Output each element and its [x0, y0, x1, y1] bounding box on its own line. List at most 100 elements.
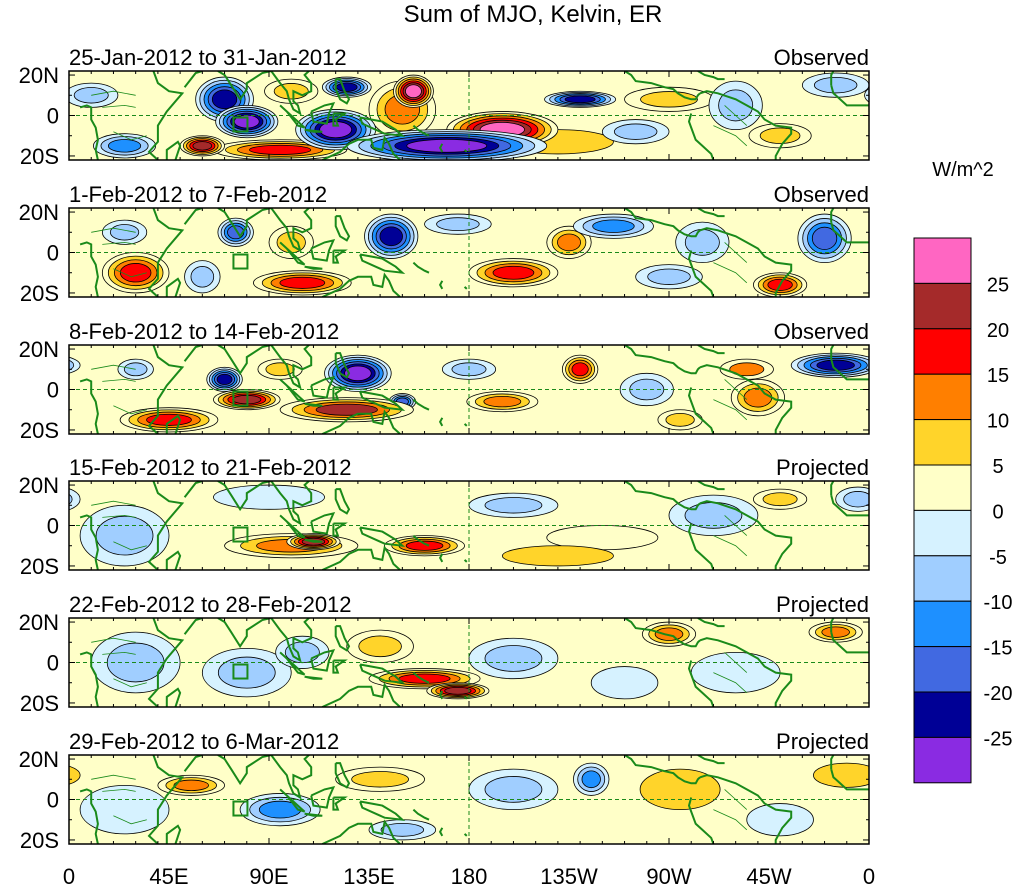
contour-mark [729, 362, 765, 377]
country-border [113, 815, 147, 825]
contour-mark [759, 127, 801, 144]
coastline [412, 808, 430, 821]
contour-mark [647, 268, 691, 285]
coastline [697, 755, 725, 765]
contour-mark [315, 403, 378, 416]
contour-mark [690, 651, 781, 694]
coastline [304, 128, 323, 133]
contour-mark [109, 224, 140, 241]
panel-status: Projected [776, 729, 869, 754]
colorbar-swatch [913, 509, 972, 557]
coastline [699, 227, 793, 297]
contour-mark [613, 123, 658, 140]
contour-mark [821, 626, 850, 638]
coastline [217, 208, 272, 239]
coastline [165, 277, 182, 297]
contour-mark [279, 276, 326, 289]
coastline [359, 116, 406, 138]
panel-plot-area [69, 208, 869, 297]
coastline [687, 387, 715, 434]
colorbar-label: 0 [992, 501, 1003, 523]
coastline [279, 514, 306, 539]
country-border [102, 788, 136, 792]
contour-mark [484, 645, 543, 672]
colorbar-swatch [913, 237, 972, 284]
colorbar-label: 5 [992, 456, 1003, 478]
coastline [438, 280, 444, 290]
contour-mark [564, 95, 596, 104]
coastline [830, 208, 835, 223]
y-tick-label: 0 [47, 378, 59, 403]
colorbar-swatch [913, 646, 972, 693]
country-border [713, 399, 748, 421]
chart-title: Sum of MJO, Kelvin, ER [404, 1, 663, 28]
x-tick-label: 90E [249, 864, 288, 889]
colorbar-swatch [913, 736, 972, 784]
country-border [113, 405, 147, 415]
coastline [304, 812, 323, 817]
y-tick-label: 0 [47, 104, 59, 129]
contour-mark [379, 226, 403, 247]
y-tick-label: 0 [47, 651, 59, 676]
x-tick-label: 0 [63, 864, 75, 889]
contour-mark [501, 545, 614, 567]
panel-status: Projected [776, 592, 869, 617]
coastline [321, 272, 401, 297]
coastline [332, 659, 348, 674]
colorbar-swatch [913, 419, 972, 466]
colorbar-label: 20 [987, 320, 1009, 342]
colorbar-label: -5 [989, 547, 1007, 569]
colorbar-swatch [913, 600, 972, 648]
coastline [304, 675, 323, 680]
contour-mark [190, 266, 215, 288]
coastline [830, 631, 869, 654]
panel-status: Projected [776, 455, 869, 480]
contour-mark [284, 641, 320, 664]
coastline [359, 253, 406, 275]
contour-mark [344, 365, 372, 381]
coastline [334, 625, 351, 652]
x-tick-label: 90W [646, 864, 691, 889]
contour-mark [492, 265, 535, 280]
colorbar-label: -25 [984, 728, 1013, 750]
coastline [359, 663, 406, 685]
coastline [412, 398, 430, 411]
country-border [91, 90, 136, 96]
contour-mark [483, 395, 522, 408]
panel-period: 22-Feb-2012 to 28-Feb-2012 [69, 592, 352, 617]
colorbar-swatch [913, 282, 972, 330]
coastline [830, 84, 869, 107]
contour-mark [69, 359, 75, 371]
y-tick-label: 20N [19, 747, 59, 772]
units-label: W/m^2 [932, 159, 994, 181]
coastline [165, 414, 182, 434]
coastline [830, 221, 869, 244]
y-tick-label: 0 [47, 514, 59, 539]
country-border [102, 378, 136, 382]
colorbar-label: 25 [987, 274, 1009, 296]
region-box [232, 390, 249, 407]
coastline [463, 286, 468, 290]
coastline [332, 386, 348, 401]
coastline [332, 112, 348, 127]
y-tick-label: 20S [20, 554, 59, 579]
contour-mark [557, 233, 581, 252]
region-box [232, 663, 249, 680]
y-tick-label: 20S [20, 691, 59, 716]
coastline [279, 378, 306, 403]
panel: 20N 0 20S 25-Jan-2012 to 31-Jan-2012 Observe… [19, 45, 870, 169]
coastline [165, 824, 182, 844]
coastline [412, 534, 430, 547]
country-border [713, 535, 748, 557]
region-box [232, 116, 249, 133]
y-tick-label: 20N [19, 337, 59, 362]
coastline [334, 352, 351, 379]
coastline [624, 208, 701, 238]
coastline [697, 71, 725, 81]
coastline [463, 833, 468, 837]
y-tick-label: 20N [19, 63, 59, 88]
coastline [830, 358, 869, 381]
panel-plot-area [69, 481, 869, 570]
contour-mark [119, 263, 152, 283]
